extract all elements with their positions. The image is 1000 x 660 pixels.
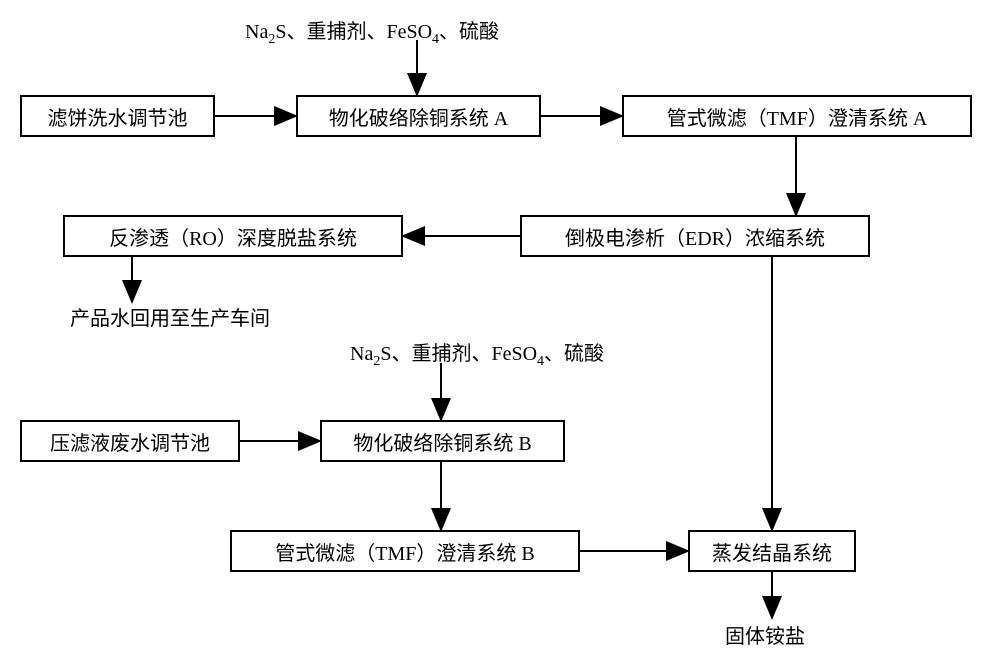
node-label: 管式微滤（TMF）澄清系统 A (667, 102, 928, 131)
label-text: Na2S、重捕剂、FeSO4、硫酸 (350, 343, 604, 365)
node-tmf-b: 管式微滤（TMF）澄清系统 B (230, 530, 580, 572)
node-phys-chem-b: 物化破络除铜系统 B (320, 420, 565, 462)
node-label: 反渗透（RO）深度脱盐系统 (109, 222, 357, 251)
product-water-label: 产品水回用至生产车间 (70, 302, 270, 331)
label-text: 固体铵盐 (725, 626, 805, 648)
node-label: 蒸发结晶系统 (712, 537, 832, 566)
chem-input-top-label: Na2S、重捕剂、FeSO4、硫酸 (245, 15, 499, 48)
label-text: Na2S、重捕剂、FeSO4、硫酸 (245, 21, 499, 43)
node-label: 物化破络除铜系统 B (353, 427, 531, 456)
node-label: 倒极电渗析（EDR）浓缩系统 (565, 222, 825, 251)
node-label: 滤饼洗水调节池 (48, 102, 188, 131)
solid-salt-label: 固体铵盐 (725, 620, 805, 649)
node-filter-cake-tank: 滤饼洗水调节池 (20, 95, 215, 137)
node-label: 物化破络除铜系统 A (329, 102, 508, 131)
label-text: 产品水回用至生产车间 (70, 308, 270, 330)
node-label: 管式微滤（TMF）澄清系统 B (275, 537, 534, 566)
node-ro: 反渗透（RO）深度脱盐系统 (63, 215, 403, 257)
node-evap-crystal: 蒸发结晶系统 (688, 530, 856, 572)
node-edr: 倒极电渗析（EDR）浓缩系统 (520, 215, 870, 257)
node-filtrate-tank: 压滤液废水调节池 (20, 420, 240, 462)
node-phys-chem-a: 物化破络除铜系统 A (296, 95, 541, 137)
node-label: 压滤液废水调节池 (50, 427, 210, 456)
node-tmf-a: 管式微滤（TMF）澄清系统 A (622, 95, 972, 137)
chem-input-mid-label: Na2S、重捕剂、FeSO4、硫酸 (350, 337, 604, 370)
